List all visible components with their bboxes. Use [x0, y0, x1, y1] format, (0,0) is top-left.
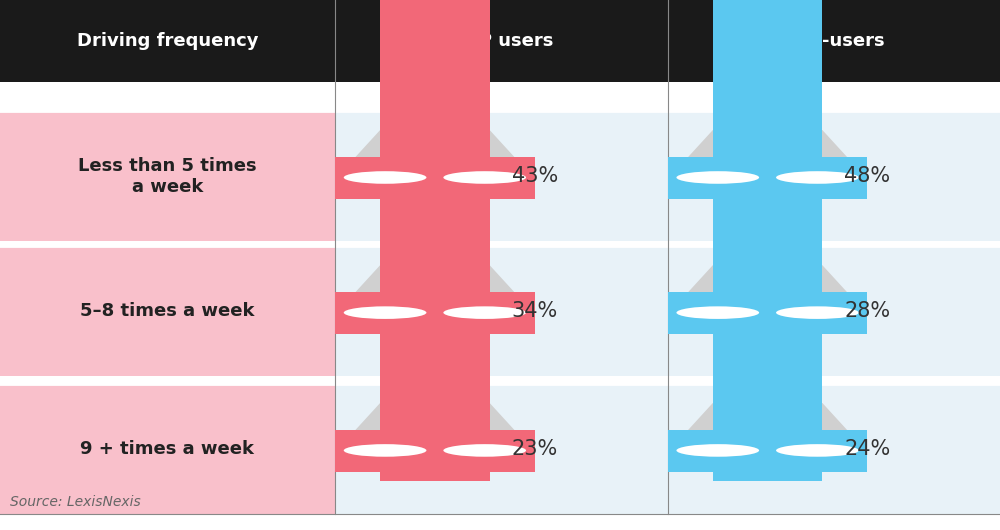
Text: 48%: 48%	[844, 166, 890, 186]
Text: 43%: 43%	[512, 166, 558, 186]
Text: 9 + times a week: 9 + times a week	[80, 440, 254, 458]
Text: 34%: 34%	[512, 302, 558, 321]
Text: 23%: 23%	[512, 439, 558, 459]
Polygon shape	[353, 265, 517, 295]
FancyBboxPatch shape	[380, 0, 490, 343]
FancyBboxPatch shape	[380, 0, 490, 208]
Text: Less than 5 times
a week: Less than 5 times a week	[78, 157, 257, 196]
Ellipse shape	[344, 306, 426, 319]
Text: 24%: 24%	[844, 439, 890, 459]
Text: 5–8 times a week: 5–8 times a week	[80, 303, 255, 320]
FancyBboxPatch shape	[713, 0, 822, 481]
Polygon shape	[353, 403, 517, 432]
FancyBboxPatch shape	[713, 0, 822, 343]
FancyBboxPatch shape	[668, 157, 867, 199]
Polygon shape	[686, 130, 849, 160]
Text: Non-users: Non-users	[783, 32, 885, 50]
FancyBboxPatch shape	[335, 111, 668, 241]
Polygon shape	[353, 130, 517, 160]
FancyBboxPatch shape	[335, 384, 668, 514]
Polygon shape	[686, 403, 849, 432]
FancyBboxPatch shape	[668, 0, 1000, 82]
FancyBboxPatch shape	[380, 0, 490, 481]
Text: NAP users: NAP users	[450, 32, 553, 50]
Text: 28%: 28%	[844, 302, 890, 321]
Ellipse shape	[344, 444, 426, 457]
Ellipse shape	[776, 444, 859, 457]
Ellipse shape	[676, 171, 759, 184]
FancyBboxPatch shape	[335, 430, 535, 472]
Ellipse shape	[776, 171, 859, 184]
Ellipse shape	[776, 306, 859, 319]
FancyBboxPatch shape	[0, 0, 335, 82]
FancyBboxPatch shape	[668, 384, 1000, 514]
FancyBboxPatch shape	[668, 111, 1000, 241]
FancyBboxPatch shape	[335, 293, 535, 334]
Ellipse shape	[443, 444, 526, 457]
FancyBboxPatch shape	[335, 0, 668, 82]
FancyBboxPatch shape	[668, 430, 867, 472]
Text: Driving frequency: Driving frequency	[77, 32, 258, 50]
Ellipse shape	[676, 306, 759, 319]
FancyBboxPatch shape	[668, 293, 867, 334]
FancyBboxPatch shape	[668, 246, 1000, 376]
FancyBboxPatch shape	[713, 0, 822, 208]
FancyBboxPatch shape	[0, 246, 335, 376]
Ellipse shape	[676, 444, 759, 457]
Ellipse shape	[443, 171, 526, 184]
FancyBboxPatch shape	[0, 111, 335, 241]
Ellipse shape	[344, 171, 426, 184]
Text: Source: LexisNexis: Source: LexisNexis	[10, 495, 141, 509]
Ellipse shape	[443, 306, 526, 319]
FancyBboxPatch shape	[335, 246, 668, 376]
FancyBboxPatch shape	[335, 157, 535, 199]
FancyBboxPatch shape	[0, 384, 335, 514]
Polygon shape	[686, 265, 849, 295]
